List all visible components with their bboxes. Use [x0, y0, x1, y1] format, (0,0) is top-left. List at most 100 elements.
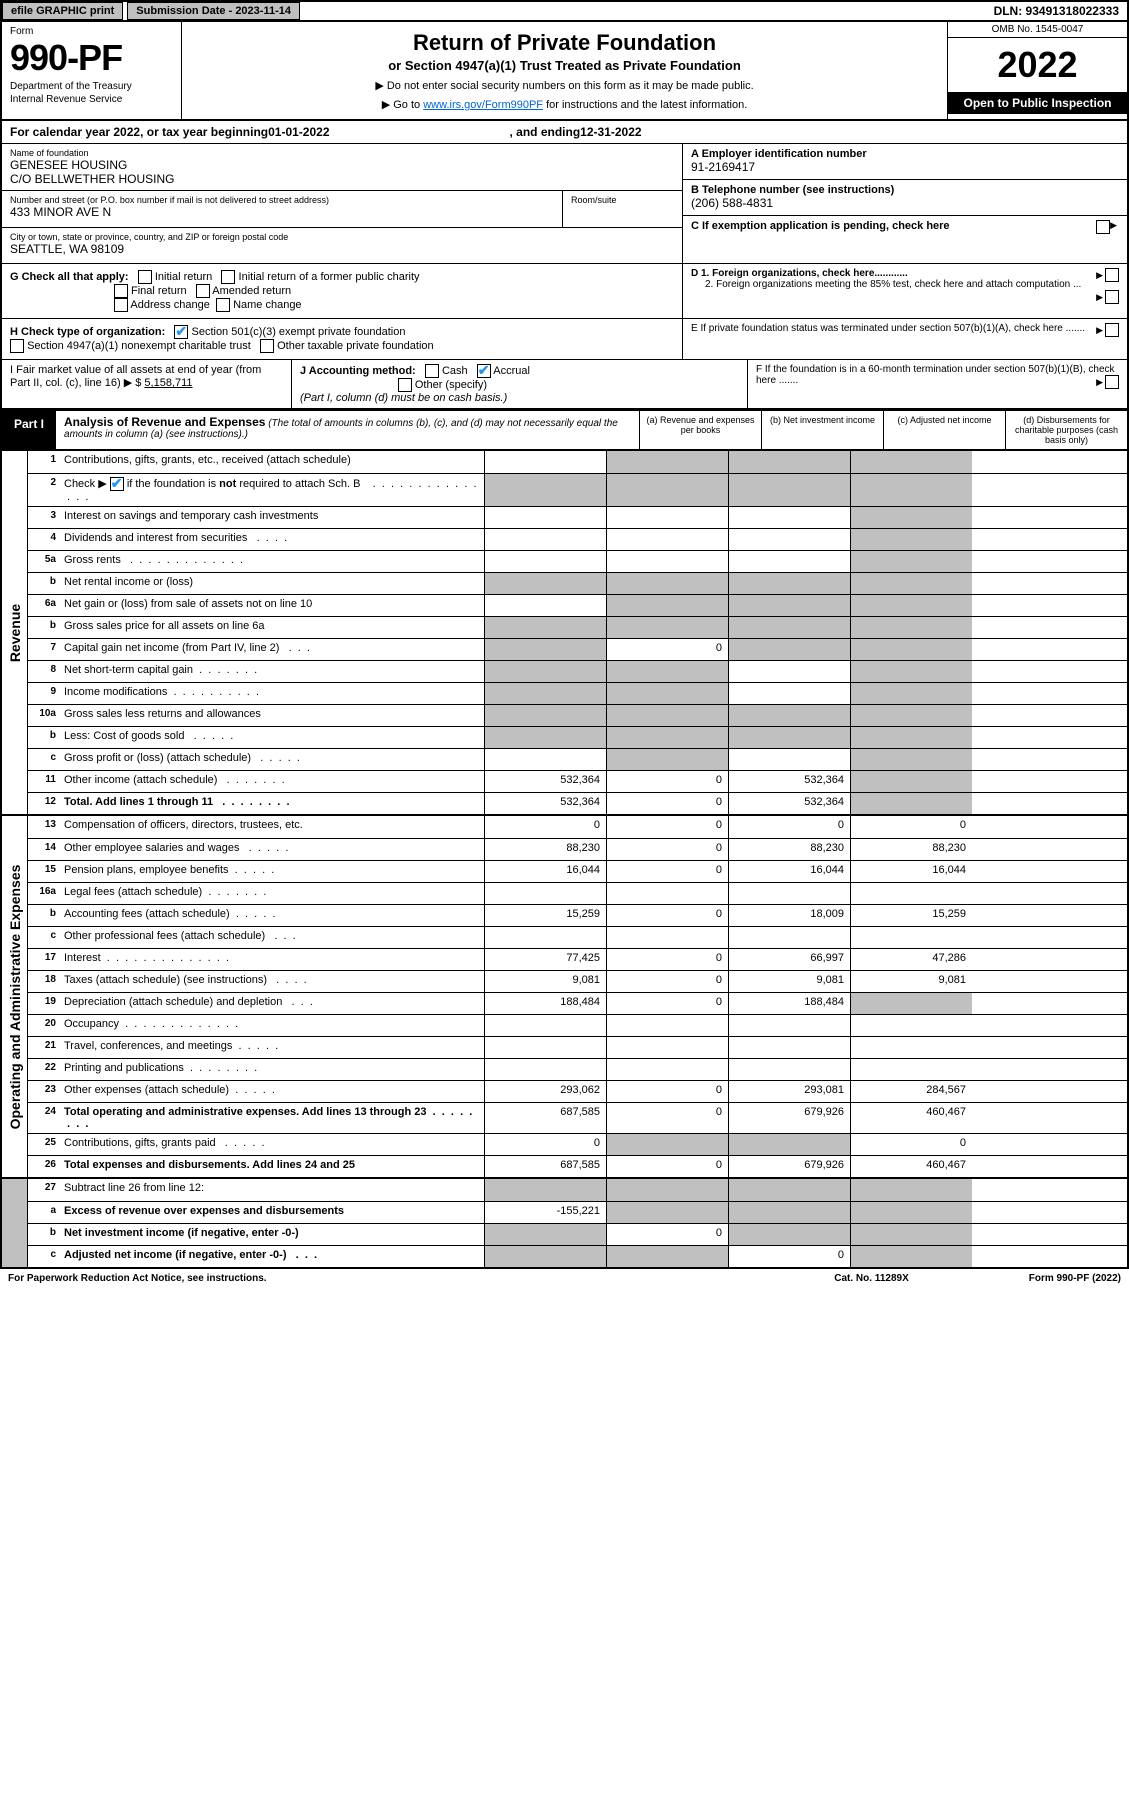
- irs-link[interactable]: www.irs.gov/Form990PF: [423, 99, 543, 111]
- g-amended-checkbox[interactable]: [196, 284, 210, 298]
- h-other-checkbox[interactable]: [260, 339, 274, 353]
- footer-mid: Cat. No. 11289X: [834, 1273, 908, 1284]
- f-label: F If the foundation is in a 60-month ter…: [756, 364, 1115, 386]
- g-o6: Name change: [233, 299, 302, 311]
- l27b-num: b: [28, 1224, 60, 1245]
- l16c-a: [484, 927, 606, 948]
- expenses-text: Operating and Administrative Expenses: [7, 864, 23, 1129]
- l5b-c: [728, 573, 850, 594]
- line-10a: 10aGross sales less returns and allowanc…: [28, 704, 1127, 726]
- j-accrual: Accrual: [493, 365, 530, 377]
- l5b-b: [606, 573, 728, 594]
- g-initial-former-checkbox[interactable]: [221, 270, 235, 284]
- l16b-a: 15,259: [484, 905, 606, 926]
- l5b-a: [484, 573, 606, 594]
- h-501c3-checkbox[interactable]: [174, 325, 188, 339]
- part1-desc: Analysis of Revenue and Expenses (The to…: [56, 411, 639, 449]
- l10b-c: [728, 727, 850, 748]
- l23-d: 284,567: [850, 1081, 972, 1102]
- l6a-num: 6a: [28, 595, 60, 616]
- form-title: Return of Private Foundation: [190, 30, 939, 56]
- l9-a: [484, 683, 606, 704]
- l10c-d: [850, 749, 972, 770]
- line-26: 26Total expenses and disbursements. Add …: [28, 1155, 1127, 1177]
- l16c-num: c: [28, 927, 60, 948]
- l18-num: 18: [28, 971, 60, 992]
- g-name-checkbox[interactable]: [216, 298, 230, 312]
- l25-c: [728, 1134, 850, 1155]
- part1-label: Part I: [2, 411, 56, 449]
- l23-b: 0: [606, 1081, 728, 1102]
- j-other: Other (specify): [415, 379, 487, 391]
- l25-desc: Contributions, gifts, grants paid . . . …: [60, 1134, 484, 1155]
- l16a-b: [606, 883, 728, 904]
- l26-c: 679,926: [728, 1156, 850, 1177]
- l6b-d: [850, 617, 972, 638]
- line-20: 20Occupancy . . . . . . . . . . . . .: [28, 1014, 1127, 1036]
- line-27: 27Subtract line 26 from line 12:: [28, 1179, 1127, 1201]
- l11-b: 0: [606, 771, 728, 792]
- j-accrual-checkbox[interactable]: [477, 364, 491, 378]
- phone-value: (206) 588-4831: [691, 196, 1119, 210]
- l12-c: 532,364: [728, 793, 850, 814]
- tax-year: 2022: [948, 38, 1127, 92]
- line-22: 22Printing and publications . . . . . . …: [28, 1058, 1127, 1080]
- d2-row: 2. Foreign organizations meeting the 85%…: [691, 279, 1119, 290]
- line-21: 21Travel, conferences, and meetings . . …: [28, 1036, 1127, 1058]
- l24-b: 0: [606, 1103, 728, 1133]
- l6b-c: [728, 617, 850, 638]
- cal-mid: , and ending: [510, 125, 581, 139]
- l2-checkbox[interactable]: [110, 477, 124, 491]
- l27c-desc: Adjusted net income (if negative, enter …: [60, 1246, 484, 1267]
- l1-b: [606, 451, 728, 473]
- g-address-checkbox[interactable]: [114, 298, 128, 312]
- l9-c: [728, 683, 850, 704]
- j-cash-checkbox[interactable]: [425, 364, 439, 378]
- line-27b: bNet investment income (if negative, ent…: [28, 1223, 1127, 1245]
- foundation-name-1: GENESEE HOUSING: [10, 158, 674, 172]
- l10a-desc: Gross sales less returns and allowances: [60, 705, 484, 726]
- d2-checkbox[interactable]: [1105, 290, 1119, 304]
- l15-c: 16,044: [728, 861, 850, 882]
- h-o1: Section 501(c)(3) exempt private foundat…: [191, 326, 405, 338]
- l26-num: 26: [28, 1156, 60, 1177]
- l4-d: [850, 529, 972, 550]
- e-checkbox[interactable]: [1105, 323, 1119, 337]
- c-checkbox[interactable]: [1096, 220, 1110, 234]
- l11-d: [850, 771, 972, 792]
- summary-side: [2, 1179, 28, 1267]
- l4-num: 4: [28, 529, 60, 550]
- revenue-table: Revenue 1Contributions, gifts, grants, e…: [0, 451, 1129, 816]
- l26-b: 0: [606, 1156, 728, 1177]
- j-other-checkbox[interactable]: [398, 378, 412, 392]
- l12-desc: Total. Add lines 1 through 11 . . . . . …: [60, 793, 484, 814]
- l7-num: 7: [28, 639, 60, 660]
- g-final-checkbox[interactable]: [114, 284, 128, 298]
- h-4947-checkbox[interactable]: [10, 339, 24, 353]
- l20-a: [484, 1015, 606, 1036]
- l12-b: 0: [606, 793, 728, 814]
- l14-desc: Other employee salaries and wages . . . …: [60, 839, 484, 860]
- calendar-year-row: For calendar year 2022, or tax year begi…: [0, 121, 1129, 144]
- line-17: 17Interest . . . . . . . . . . . . . .77…: [28, 948, 1127, 970]
- cal-pre: For calendar year 2022, or tax year begi…: [10, 125, 268, 139]
- l16a-d: [850, 883, 972, 904]
- header-left: Form 990-PF Department of the Treasury I…: [2, 22, 182, 119]
- l7-b: 0: [606, 639, 728, 660]
- col-b-header: (b) Net investment income: [761, 411, 883, 449]
- l15-a: 16,044: [484, 861, 606, 882]
- l24-c: 679,926: [728, 1103, 850, 1133]
- d2-arrow-icon: [1096, 292, 1105, 303]
- f-checkbox[interactable]: [1105, 375, 1119, 389]
- phone-label: B Telephone number (see instructions): [691, 184, 1119, 196]
- l1-a: [484, 451, 606, 473]
- line-9: 9Income modifications . . . . . . . . . …: [28, 682, 1127, 704]
- d1-checkbox[interactable]: [1105, 268, 1119, 282]
- line-3: 3Interest on savings and temporary cash …: [28, 506, 1127, 528]
- efile-button[interactable]: efile GRAPHIC print: [2, 2, 123, 20]
- form-instruction-1: ▶ Do not enter social security numbers o…: [190, 79, 939, 92]
- l15-d: 16,044: [850, 861, 972, 882]
- g-initial-checkbox[interactable]: [138, 270, 152, 284]
- l18-d: 9,081: [850, 971, 972, 992]
- l5a-desc: Gross rents . . . . . . . . . . . . .: [60, 551, 484, 572]
